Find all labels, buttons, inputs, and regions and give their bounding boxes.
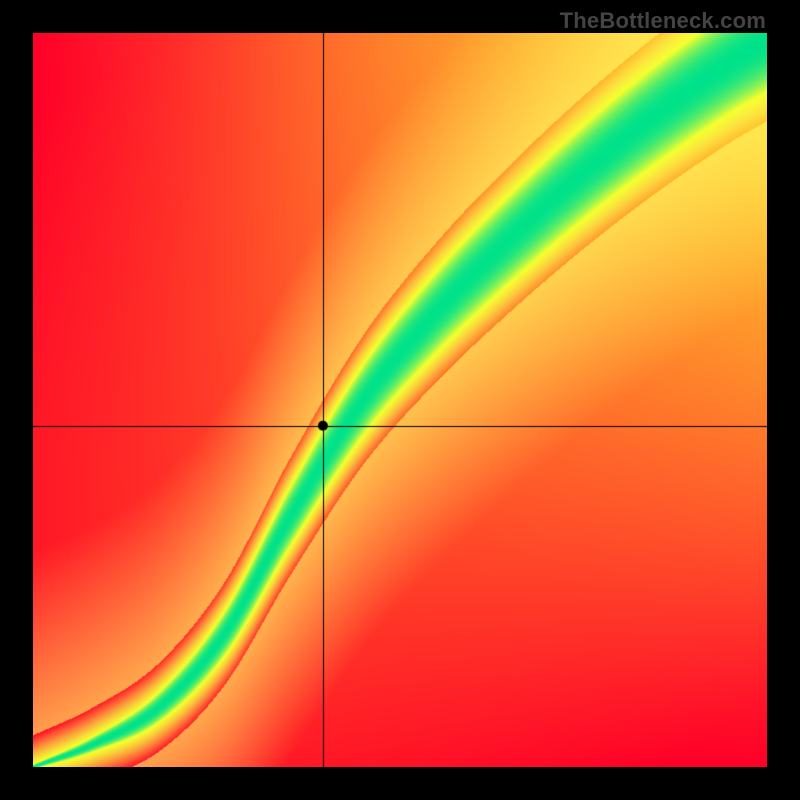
watermark-text: TheBottleneck.com: [560, 8, 766, 34]
bottleneck-heatmap: [33, 33, 767, 767]
chart-container: TheBottleneck.com: [0, 0, 800, 800]
